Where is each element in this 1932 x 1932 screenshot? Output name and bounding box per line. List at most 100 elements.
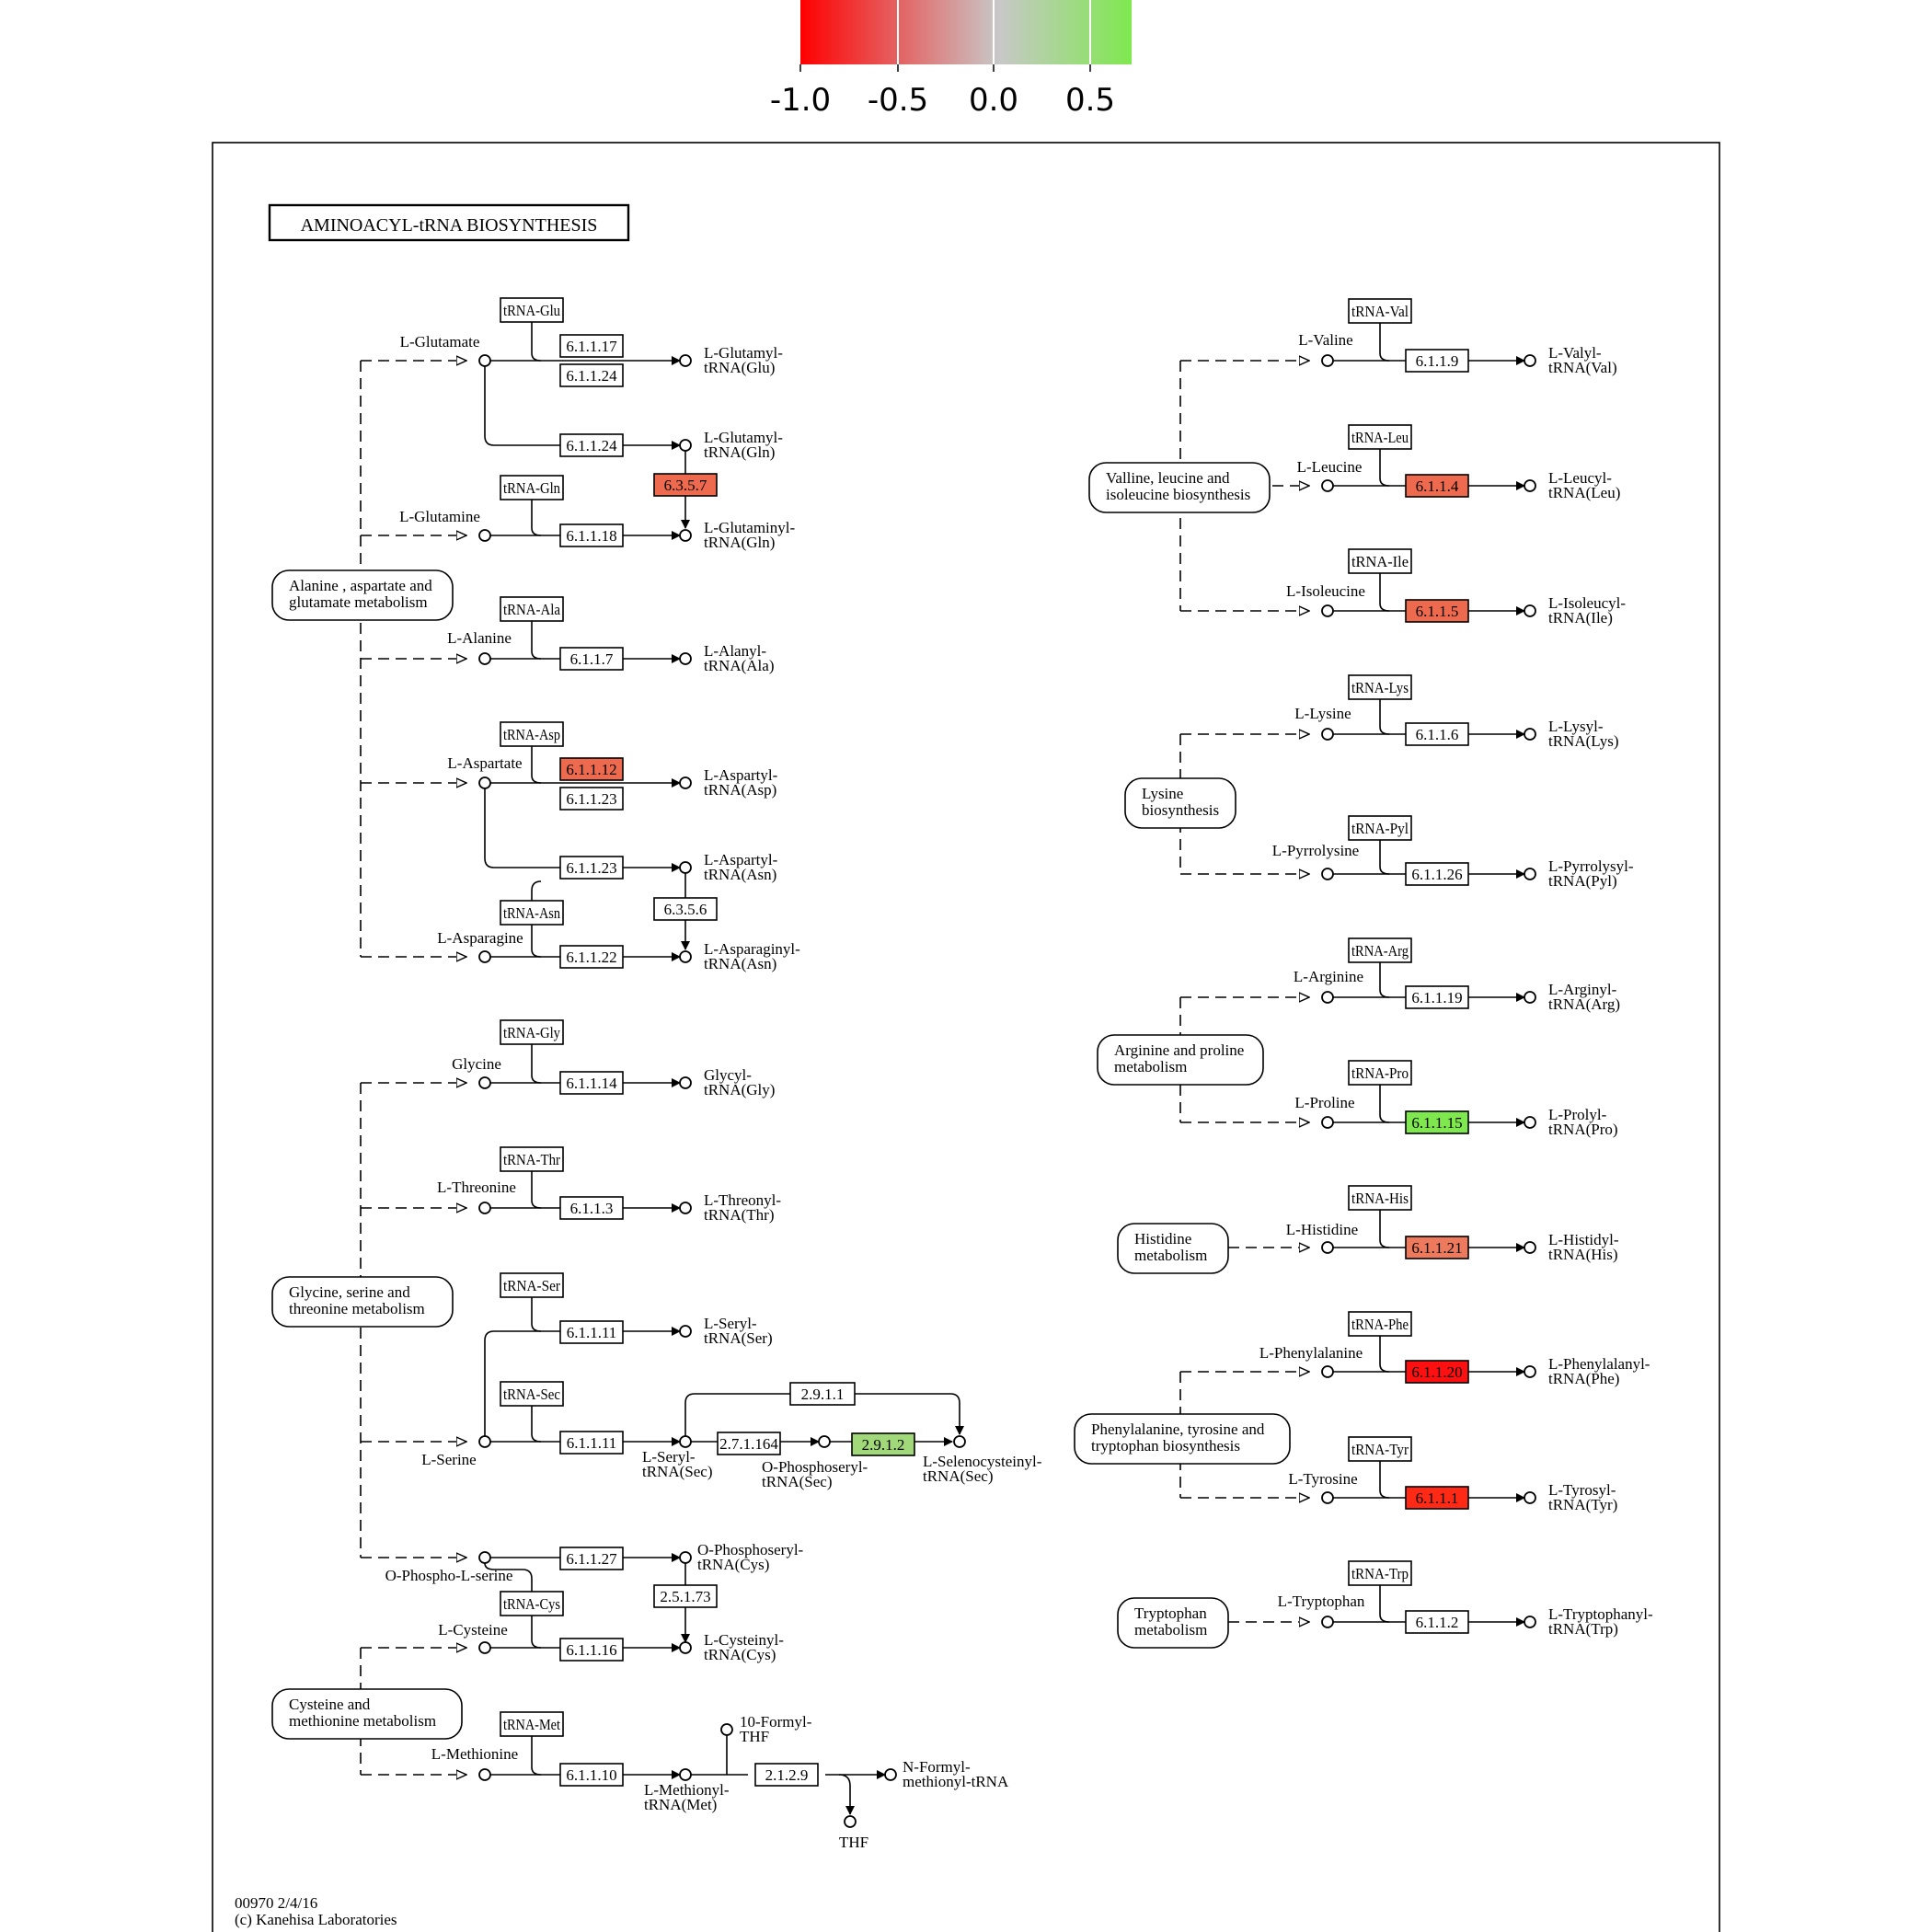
enzyme-box[interactable] bbox=[559, 523, 624, 547]
enzyme-label: 6.1.1.24 bbox=[566, 367, 617, 385]
product-label: L-Pyrrolysyl- bbox=[1548, 857, 1634, 875]
enzyme-box[interactable] bbox=[1405, 599, 1469, 623]
enzyme-box[interactable] bbox=[653, 1584, 718, 1608]
pathway-map-label: Alanine , aspartate and bbox=[289, 577, 432, 594]
pathway-map-link[interactable] bbox=[271, 1276, 454, 1328]
enzyme-box[interactable] bbox=[559, 787, 624, 811]
enzyme-box[interactable] bbox=[559, 647, 624, 671]
product-label: tRNA(Thr) bbox=[704, 1206, 774, 1224]
product-label: O-Phosphoseryl- bbox=[697, 1541, 804, 1558]
pathway-map-link[interactable] bbox=[1074, 1413, 1291, 1465]
enzyme-box[interactable] bbox=[1405, 1236, 1469, 1259]
pathway-map-link[interactable] bbox=[1117, 1597, 1229, 1649]
product-label: tRNA(Lys) bbox=[1548, 732, 1619, 750]
enzyme-box[interactable] bbox=[559, 1196, 624, 1220]
product-label: tRNA(Ser) bbox=[704, 1329, 773, 1347]
product-label: tRNA(Asn) bbox=[704, 866, 776, 883]
connector-line bbox=[531, 880, 542, 925]
enzyme-box[interactable] bbox=[559, 1763, 624, 1787]
compound-node bbox=[478, 776, 491, 789]
connector-line bbox=[531, 1406, 542, 1443]
enzyme-box[interactable] bbox=[851, 1432, 915, 1456]
colorbar-tick-label: 0.0 bbox=[969, 82, 1018, 119]
enzyme-box[interactable] bbox=[1405, 1610, 1469, 1634]
product-label: L-Seryl- bbox=[642, 1448, 696, 1466]
connector-line bbox=[1379, 962, 1390, 998]
enzyme-box[interactable] bbox=[559, 856, 624, 880]
pathway-map-link[interactable] bbox=[1088, 462, 1271, 513]
enzyme-box[interactable] bbox=[559, 334, 624, 358]
compound-node bbox=[1321, 728, 1334, 741]
trna-label: tRNA-Trp bbox=[1351, 1565, 1409, 1582]
product-label: tRNA(Sec) bbox=[762, 1473, 832, 1490]
enzyme-box[interactable] bbox=[559, 1320, 624, 1344]
pathway-map-link[interactable] bbox=[1097, 1034, 1264, 1086]
enzyme-box[interactable] bbox=[559, 1638, 624, 1662]
product-label: tRNA(Sec) bbox=[642, 1463, 712, 1480]
pathway-map-link[interactable] bbox=[271, 1688, 463, 1740]
compound-label: L-Serine bbox=[421, 1451, 476, 1468]
compound-node bbox=[1524, 1491, 1536, 1504]
pathway-map-label: Lysine bbox=[1142, 785, 1183, 802]
compound-node bbox=[1524, 868, 1536, 880]
enzyme-box[interactable] bbox=[1405, 474, 1469, 498]
enzyme-box[interactable] bbox=[789, 1382, 856, 1406]
trna-label: tRNA-Gln bbox=[503, 479, 560, 497]
compound-node bbox=[1524, 1616, 1536, 1628]
trna-label: tRNA-Ser bbox=[503, 1277, 560, 1294]
pathway-map-link[interactable] bbox=[1124, 777, 1236, 829]
compound-node bbox=[1524, 1116, 1536, 1129]
trna-label: tRNA-Asn bbox=[503, 904, 560, 922]
trna-box bbox=[1348, 1311, 1412, 1337]
enzyme-label: 6.1.1.26 bbox=[1411, 866, 1462, 883]
product-label: tRNA(Met) bbox=[644, 1796, 717, 1813]
enzyme-label: 6.1.1.23 bbox=[566, 790, 616, 808]
product-label: tRNA(Val) bbox=[1548, 359, 1617, 376]
enzyme-label: 6.1.1.9 bbox=[1416, 352, 1459, 370]
compound-label: L-Pyrrolysine bbox=[1272, 842, 1359, 859]
connector-line bbox=[1379, 323, 1390, 362]
trna-box bbox=[500, 1019, 564, 1045]
enzyme-box[interactable] bbox=[559, 363, 624, 387]
enzyme-box[interactable] bbox=[653, 897, 718, 921]
footer-copyright: (c) Kanehisa Laboratories bbox=[235, 1911, 397, 1928]
product-label: methionyl-tRNA bbox=[903, 1773, 1009, 1790]
compound-label: L-Asparagine bbox=[437, 929, 523, 947]
enzyme-label: 6.3.5.6 bbox=[664, 901, 707, 918]
enzyme-box[interactable] bbox=[559, 1071, 624, 1095]
enzyme-box[interactable] bbox=[559, 433, 624, 457]
trna-label: tRNA-Phe bbox=[1351, 1316, 1409, 1333]
compound-node bbox=[679, 1076, 692, 1089]
compound-label: L-Cysteine bbox=[438, 1621, 508, 1639]
enzyme-box[interactable] bbox=[559, 945, 624, 969]
trna-box bbox=[500, 297, 564, 323]
enzyme-box[interactable] bbox=[1405, 862, 1469, 886]
enzyme-box[interactable] bbox=[1405, 985, 1469, 1009]
enzyme-box[interactable] bbox=[1405, 1486, 1469, 1510]
map-frame bbox=[212, 142, 1720, 1932]
compound-node bbox=[1321, 604, 1334, 617]
enzyme-box[interactable] bbox=[754, 1763, 819, 1787]
pathway-map-link[interactable] bbox=[1117, 1223, 1229, 1274]
enzyme-box[interactable] bbox=[559, 757, 624, 781]
enzyme-box[interactable] bbox=[1405, 722, 1469, 746]
enzyme-box[interactable] bbox=[653, 473, 718, 497]
pathway-map-link[interactable] bbox=[271, 569, 454, 621]
enzyme-box[interactable] bbox=[717, 1432, 781, 1455]
compound-label: O-Phospho-L-serine bbox=[385, 1567, 513, 1584]
enzyme-label: 2.9.1.2 bbox=[862, 1436, 905, 1454]
enzyme-box[interactable] bbox=[1405, 1360, 1469, 1384]
pathway-map-label: Cysteine and bbox=[289, 1696, 371, 1713]
enzyme-box[interactable] bbox=[1405, 1110, 1469, 1134]
trna-label: tRNA-Lys bbox=[1351, 679, 1409, 696]
enzyme-box[interactable] bbox=[559, 1547, 624, 1570]
compound-label: L-Phenylalanine bbox=[1259, 1344, 1363, 1362]
connector-line bbox=[484, 788, 681, 872]
compound-node bbox=[1321, 868, 1334, 880]
product-label: L-Isoleucyl- bbox=[1548, 594, 1626, 612]
enzyme-box[interactable] bbox=[559, 1431, 624, 1455]
enzyme-box[interactable] bbox=[1405, 349, 1469, 373]
compound-node bbox=[1524, 1241, 1536, 1254]
compound-node bbox=[679, 1202, 692, 1214]
